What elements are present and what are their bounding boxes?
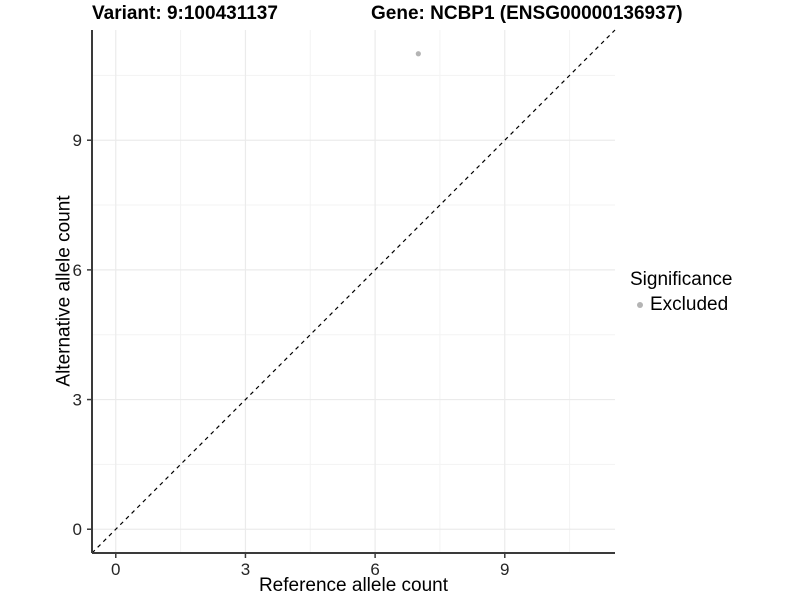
y-tick-label: 6	[73, 261, 82, 280]
y-axis-title: Alternative allele count	[53, 195, 75, 387]
y-tick-label: 9	[73, 131, 82, 150]
data-point	[415, 51, 421, 57]
variant-title: Variant: 9:100431137	[92, 3, 278, 24]
legend-key-dot-icon	[637, 301, 643, 308]
legend-entry-label: Excluded	[650, 294, 729, 315]
y-tick-label: 0	[73, 520, 82, 539]
gene-title: Gene: NCBP1 (ENSG00000136937)	[371, 3, 683, 24]
x-tick-label: 0	[111, 560, 120, 579]
x-tick-label: 3	[241, 560, 250, 579]
legend-title: Significance	[630, 269, 733, 290]
x-tick-label: 9	[500, 560, 509, 579]
legend-entry: Excluded	[630, 293, 732, 316]
y-tick-label: 3	[73, 391, 82, 410]
identity-line	[91, 29, 616, 554]
legend: Significance Excluded	[630, 268, 732, 316]
x-tick-label: 6	[370, 560, 379, 579]
x-axis-title: Reference allele count	[258, 575, 449, 596]
